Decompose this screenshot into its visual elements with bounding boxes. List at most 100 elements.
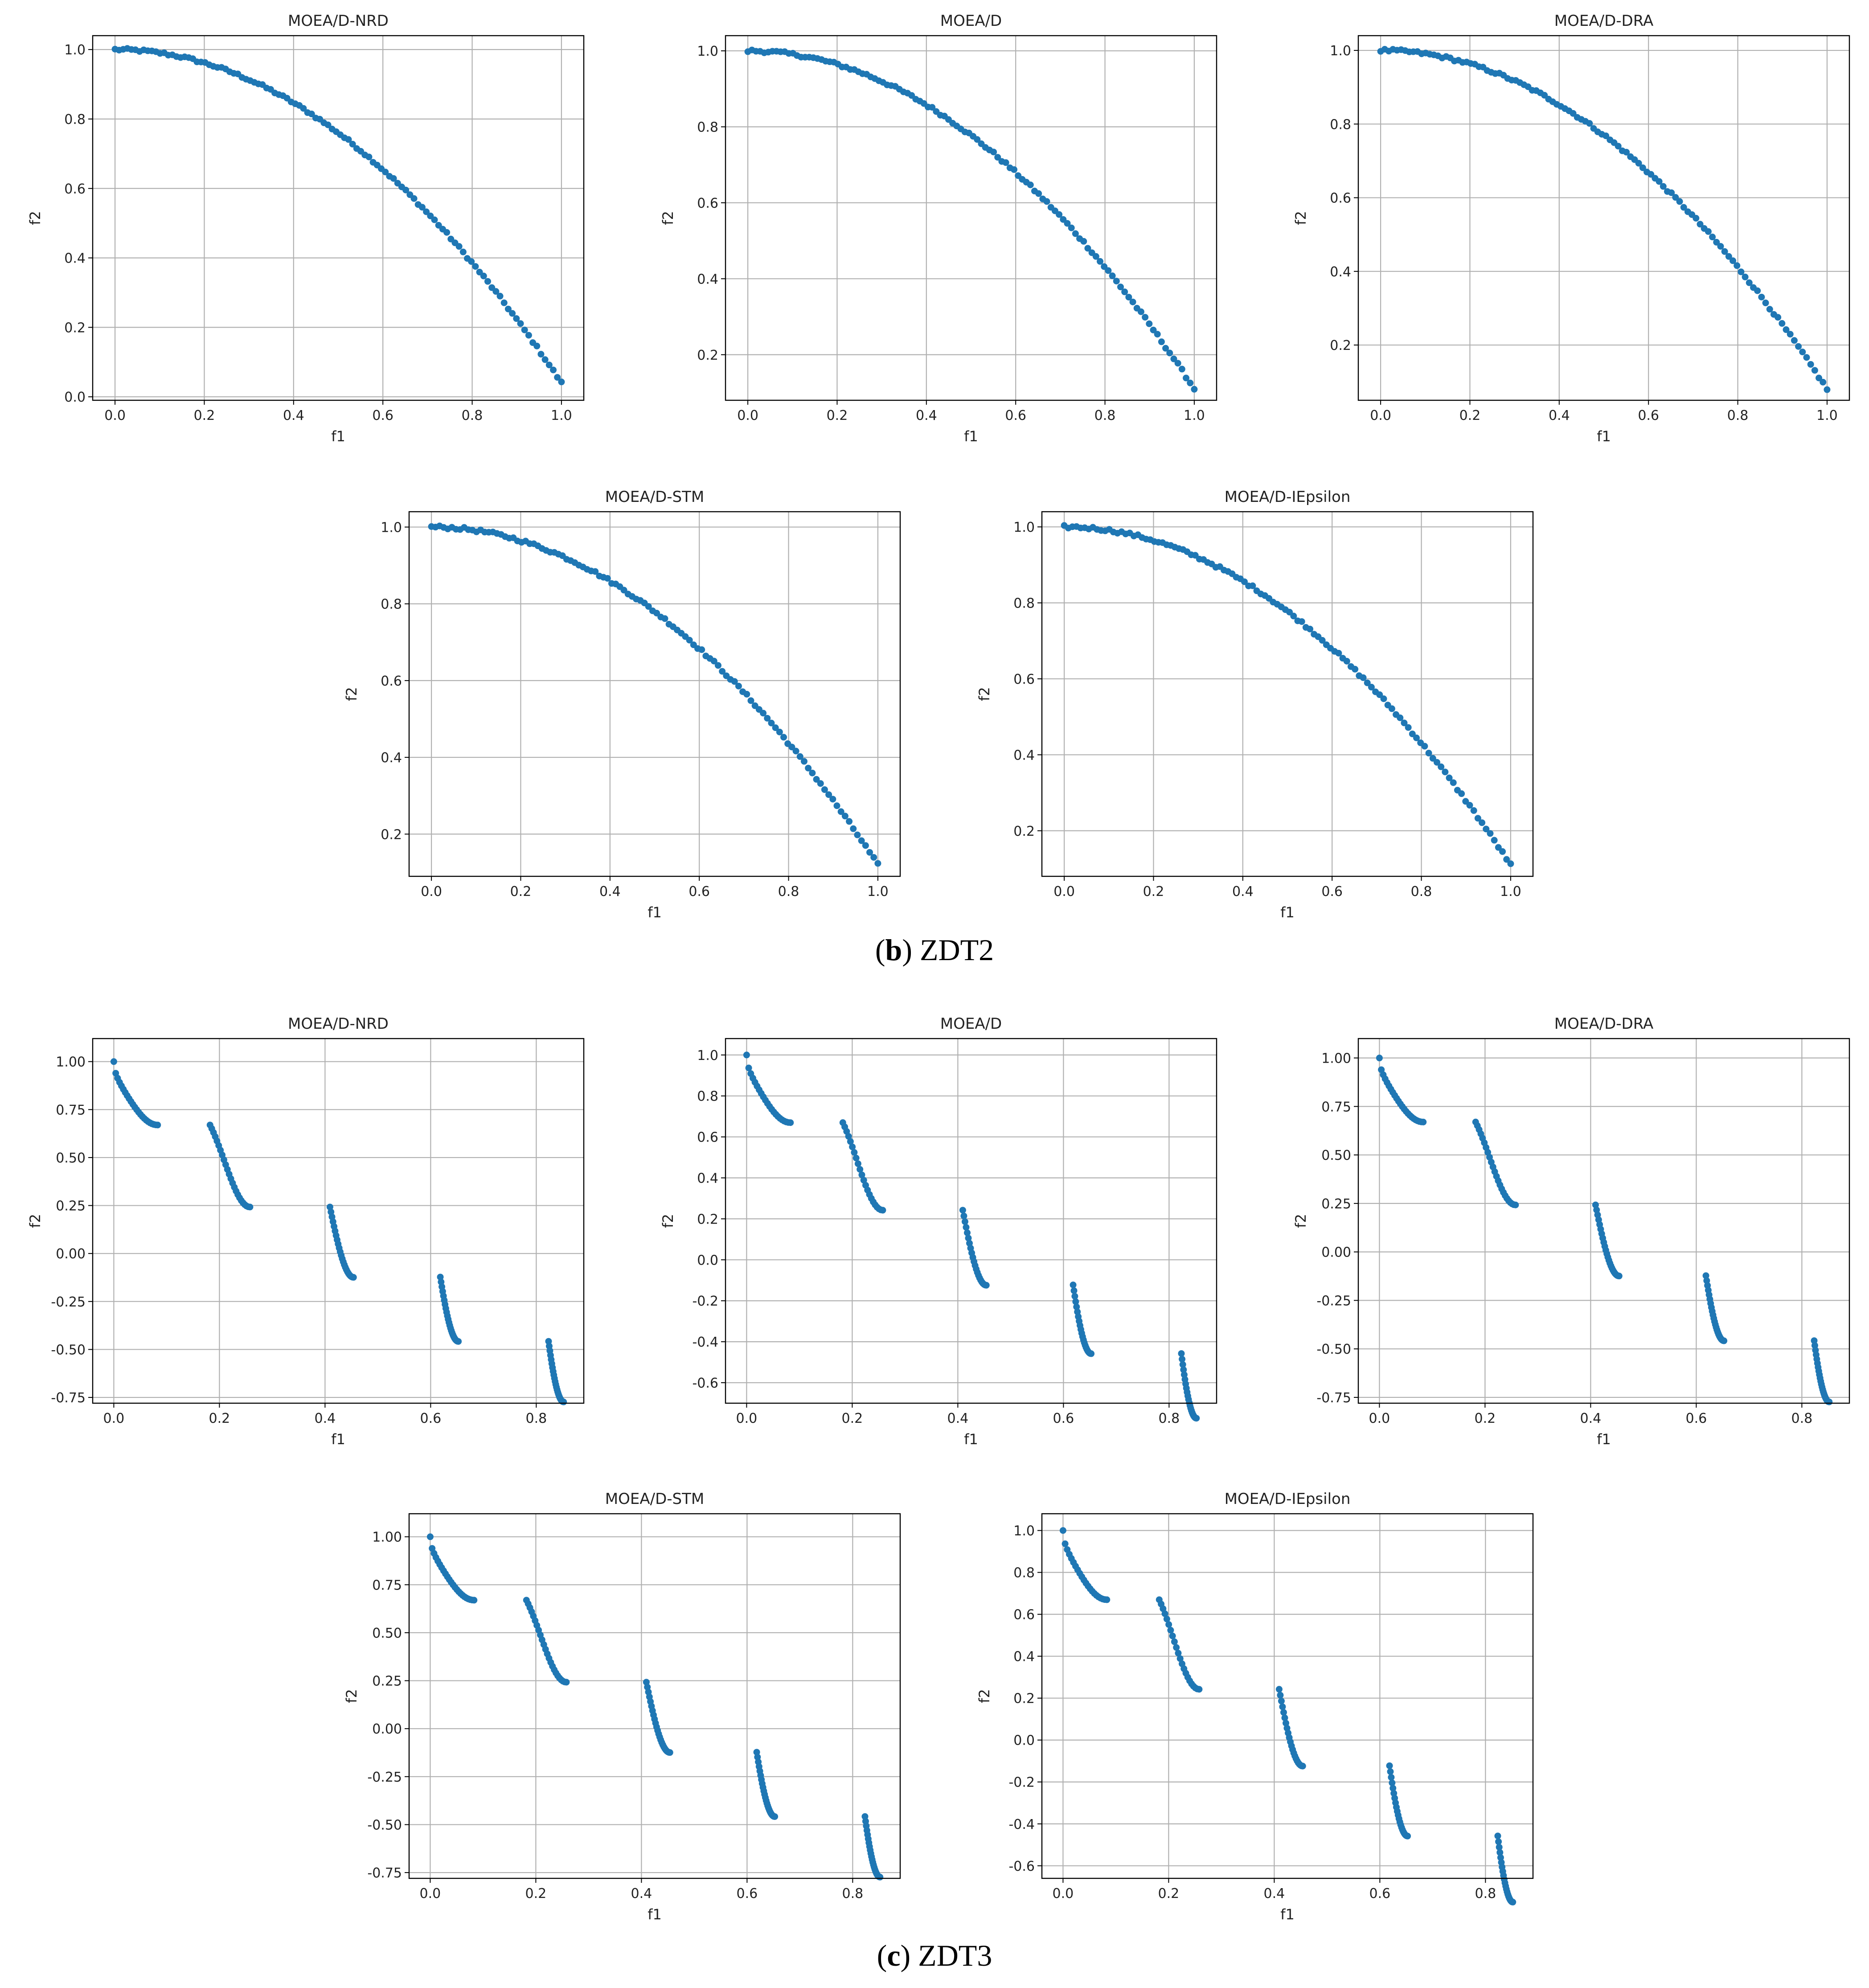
- scatter-point: [1446, 774, 1453, 781]
- scatter-point: [764, 715, 771, 722]
- scatter-point: [846, 818, 853, 825]
- scatter-point: [480, 272, 487, 279]
- scatter-point: [666, 1749, 673, 1756]
- scatter-point: [1187, 379, 1194, 386]
- scatter-point: [1162, 345, 1169, 352]
- y-axis-label: f2: [660, 1214, 676, 1228]
- scatter-points: [110, 1058, 567, 1405]
- scatter-point: [1277, 1692, 1284, 1699]
- y-axis-label: f2: [27, 1214, 44, 1228]
- scatter-point: [1011, 166, 1018, 173]
- y-tick-label: 0.6: [1330, 191, 1351, 206]
- scatter-point: [1668, 189, 1675, 196]
- scatter-point: [1693, 215, 1700, 222]
- scatter-point: [1282, 1720, 1289, 1727]
- scatter-point: [1137, 308, 1144, 315]
- scatter-point: [837, 808, 844, 815]
- chart-zdt3-moead-stm: MOEA/D-STM 0.0 0.2 0.4 0.6 0.8 -0.75 -0.50 -0.25…: [343, 1490, 901, 1923]
- scatter-points: [426, 1533, 884, 1881]
- chart-zdt2-moead: MOEA/D 0.0 0.2 0.4 0.6 0.8 1.0 0.2 0.4 0.6 0.8 1.0 f…: [660, 12, 1217, 445]
- chart-title: MOEA/D-STM: [605, 1490, 704, 1508]
- scatter-point: [1495, 844, 1502, 851]
- x-tick-label: 0.6: [1638, 408, 1659, 423]
- scatter-point: [426, 1533, 434, 1540]
- scatter-point: [983, 1282, 990, 1289]
- y-axis-label: f2: [27, 211, 44, 225]
- y-tick-label: 0.50: [1321, 1148, 1351, 1163]
- x-tick-label: 1.0: [867, 884, 889, 900]
- y-tick-label: 1.0: [1013, 1524, 1035, 1539]
- chart-title: MOEA/D-IEpsilon: [1225, 1490, 1351, 1508]
- scatter-point: [382, 168, 389, 176]
- scatter-point: [1795, 343, 1802, 350]
- y-tick-label: 0.4: [1013, 1649, 1035, 1665]
- scatter-point: [1754, 287, 1761, 294]
- scatter-point: [821, 786, 828, 793]
- scatter-point: [1807, 361, 1814, 368]
- scatter-point: [550, 366, 557, 374]
- grid-lines: [1358, 36, 1849, 400]
- scatter-point: [1672, 194, 1679, 201]
- scatter-point: [1059, 1527, 1066, 1534]
- scatter-point: [990, 148, 997, 156]
- scatter-point: [1175, 1650, 1182, 1657]
- scatter-point: [592, 568, 599, 575]
- x-axis-label: f1: [964, 1431, 978, 1448]
- scatter-point: [326, 1203, 333, 1211]
- scatter-point: [1103, 1596, 1111, 1603]
- y-axis-label: f2: [343, 687, 360, 701]
- grid-lines: [409, 512, 900, 876]
- scatter-point: [558, 378, 565, 386]
- y-tick-label: 0.6: [1013, 672, 1035, 687]
- x-tick-label: 0.4: [283, 408, 304, 423]
- scatter-point: [643, 1679, 650, 1686]
- scatter-point: [1816, 374, 1823, 382]
- scatter-point: [792, 748, 799, 755]
- x-tick-label: 0.2: [525, 1886, 547, 1902]
- scatter-point: [545, 361, 553, 369]
- y-tick-label: 0.2: [697, 348, 718, 363]
- scatter-point: [841, 813, 848, 820]
- x-tick-label: 0.0: [1369, 1411, 1390, 1426]
- scatter-point: [1721, 1337, 1728, 1344]
- scatter-point: [472, 263, 479, 270]
- y-tick-label: 0.8: [381, 597, 402, 612]
- y-tick-label: 0.8: [1330, 117, 1351, 132]
- x-tick-label: 0.2: [1158, 1886, 1180, 1902]
- x-tick-label: 0.8: [1094, 408, 1116, 423]
- scatter-point: [1826, 1398, 1833, 1405]
- chart-title: MOEA/D-DRA: [1554, 1015, 1653, 1033]
- y-tick-label: 0.6: [697, 1130, 718, 1146]
- scatter-point: [110, 1058, 117, 1065]
- scatter-point: [1125, 294, 1132, 301]
- scatter-point: [560, 1398, 567, 1405]
- scatter-point: [768, 719, 775, 727]
- y-tick-label: 0.50: [56, 1150, 86, 1166]
- y-tick-label: 1.00: [56, 1055, 86, 1070]
- x-tick-label: 0.6: [372, 408, 393, 423]
- scatter-point: [1064, 220, 1071, 227]
- scatter-point: [1389, 1779, 1396, 1787]
- scatter-point: [563, 1679, 570, 1686]
- chart-title: MOEA/D: [940, 1015, 1002, 1033]
- x-tick-label: 0.6: [689, 884, 710, 900]
- scatter-point: [731, 678, 738, 685]
- y-tick-label: 1.0: [381, 520, 402, 535]
- y-tick-label: -0.2: [1008, 1775, 1035, 1791]
- chart-title: MOEA/D-IEpsilon: [1225, 488, 1351, 506]
- scatter-point: [1442, 768, 1449, 776]
- scatter-point: [517, 320, 524, 327]
- scatter-point: [429, 1545, 436, 1552]
- scatter-point: [858, 837, 865, 844]
- y-axis-label: f2: [976, 1689, 993, 1703]
- scatter-point: [845, 1133, 852, 1140]
- x-tick-label: 0.2: [510, 884, 532, 900]
- scatter-point: [1639, 164, 1646, 171]
- grid-lines: [409, 1514, 900, 1878]
- x-axis-label: f1: [648, 1906, 662, 1923]
- scatter-point: [1811, 367, 1818, 374]
- y-tick-label: 0.4: [697, 271, 718, 287]
- y-tick-label: 0.2: [1013, 1691, 1035, 1707]
- scatter-point: [847, 1138, 854, 1145]
- scatter-point: [410, 195, 418, 202]
